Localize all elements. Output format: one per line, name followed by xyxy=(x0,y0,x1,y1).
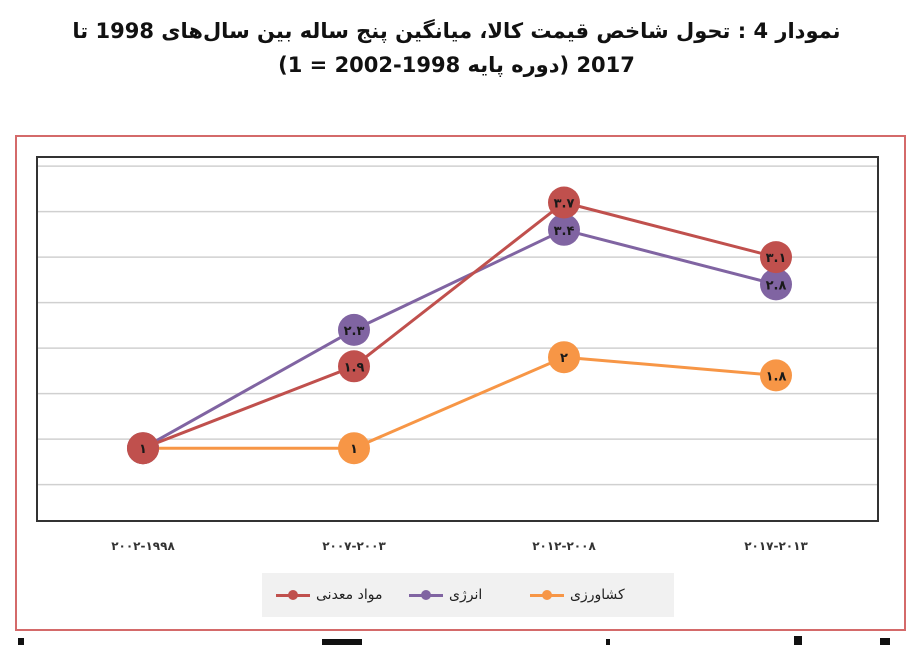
data-point xyxy=(127,432,159,465)
data-label: ۳.۱ xyxy=(766,251,787,266)
chart-title: نمودار 4 : تحول شاخص قیمت کالا، میانگین … xyxy=(0,14,913,82)
data-point xyxy=(338,350,370,383)
legend-item-minerals: مواد معدنی xyxy=(276,573,382,617)
bottom-cutoff-decoration xyxy=(18,636,890,645)
series-line xyxy=(142,228,777,450)
x-tick-label: ۲۰۱۲-۲۰۰۸ xyxy=(532,539,596,553)
series-line xyxy=(142,201,777,450)
data-point xyxy=(760,241,792,274)
chart-title-line2: 2017 (دوره پایه 1998-2002 = 1) xyxy=(278,53,635,77)
legend-label-agriculture: کشاورزی xyxy=(570,587,625,603)
data-point xyxy=(548,213,580,246)
plot-border xyxy=(36,156,879,522)
data-label: ۱.۹ xyxy=(344,360,365,375)
legend: کشاورزی انرژی مواد معدنی xyxy=(262,573,674,617)
legend-item-agriculture: کشاورزی xyxy=(530,573,625,617)
data-label: ۱ xyxy=(350,442,358,457)
chart-frame xyxy=(15,135,906,631)
data-point xyxy=(548,186,580,219)
data-label: ۲ xyxy=(560,351,568,366)
data-point xyxy=(338,313,370,346)
series-line xyxy=(143,355,777,450)
x-tick-label: ۲۰۰۲-۱۹۹۸ xyxy=(111,539,175,553)
legend-label-minerals: مواد معدنی xyxy=(316,587,383,603)
data-point xyxy=(760,359,792,392)
data-label: ۳.۴ xyxy=(554,224,575,239)
data-point xyxy=(338,432,370,465)
data-label: ۲.۳ xyxy=(344,324,365,339)
data-label: ۲.۸ xyxy=(766,278,787,293)
data-label: ۱ xyxy=(139,442,147,457)
x-tick-label: ۲۰۰۷-۲۰۰۳ xyxy=(322,539,386,553)
legend-marker-energy xyxy=(409,589,443,601)
chart-title-line1: نمودار 4 : تحول شاخص قیمت کالا، میانگین … xyxy=(72,19,841,43)
data-label: ۳.۷ xyxy=(554,197,575,212)
legend-marker-minerals xyxy=(276,589,310,601)
legend-marker-agriculture xyxy=(530,589,564,601)
legend-label-energy: انرژی xyxy=(449,587,483,603)
data-point xyxy=(548,341,580,374)
legend-item-energy: انرژی xyxy=(409,573,482,617)
x-tick-label: ۲۰۱۷-۲۰۱۳ xyxy=(744,539,808,553)
data-point xyxy=(760,268,792,301)
data-label: ۱.۸ xyxy=(766,369,787,384)
plot-area xyxy=(37,157,878,521)
